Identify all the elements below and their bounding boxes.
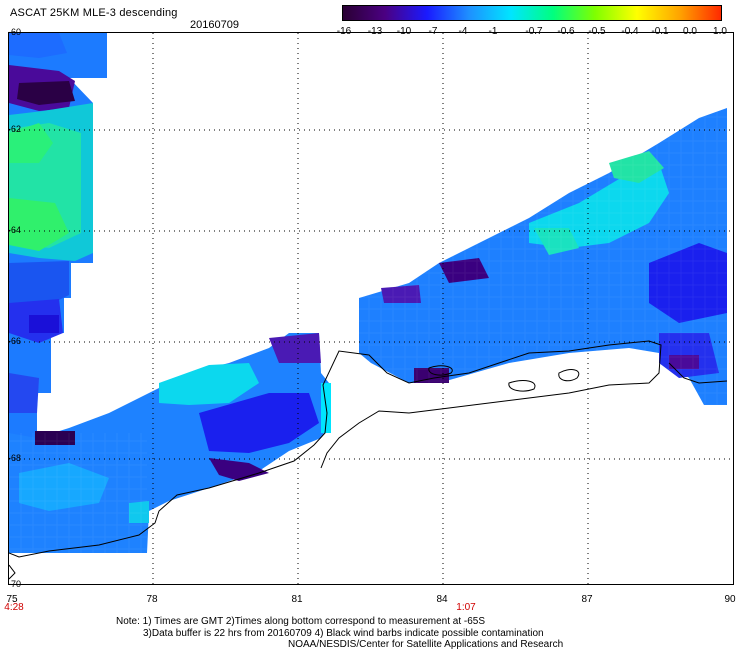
x-tick-label: 78 [146,594,158,605]
colorbar-label: -0.1 [651,26,669,37]
note-line-3: NOAA/NESDIS/Center for Satellite Applica… [288,639,564,650]
y-tick-label: -62 [8,124,22,134]
center-swath [9,333,331,553]
colorbar-label: -4 [458,26,468,37]
left-swath [9,33,107,438]
y-tick-label: -68 [8,453,22,463]
graticule [9,33,733,584]
colorbar [342,5,722,21]
colorbar-label: -10 [396,26,412,37]
time-label-center: 1:07 [456,602,476,613]
colorbar-label: -1 [488,26,498,37]
colorbar-label: -16 [336,26,352,37]
colorbar-label: -0.6 [557,26,575,37]
x-tick-label: 87 [581,594,593,605]
map-title: ASCAT 25KM MLE-3 descending [10,7,178,19]
x-tick-label: 81 [291,594,303,605]
colorbar-label: 1.0 [713,26,727,37]
colorbar-label: -7 [428,26,438,37]
y-tick-label: -66 [8,336,22,346]
colorbar-label: -0.4 [621,26,639,37]
colorbar-label: -0.7 [525,26,543,37]
note-line-1: Note: 1) Times are GMT 2)Times along bot… [116,616,486,627]
note-line-2: 3)Data buffer is 22 hrs from 20160709 4)… [143,628,544,639]
y-tick-label: -60 [8,27,22,37]
colorbar-label: 0.0 [683,26,697,37]
x-tick-label: 84 [436,594,448,605]
colorbar-label: -13 [367,26,383,37]
right-swath [359,108,727,405]
x-tick-label: 75 [6,594,18,605]
y-tick-label: -64 [8,225,22,235]
map-plot-area [8,32,734,585]
map-date: 20160709 [190,19,239,31]
x-tick-label: 90 [724,594,736,605]
time-label-left: 4:28 [4,602,24,613]
coastline [9,340,728,580]
colorbar-label: -0.5 [588,26,606,37]
y-tick-label: -70 [8,579,22,589]
map-canvas [9,33,733,584]
